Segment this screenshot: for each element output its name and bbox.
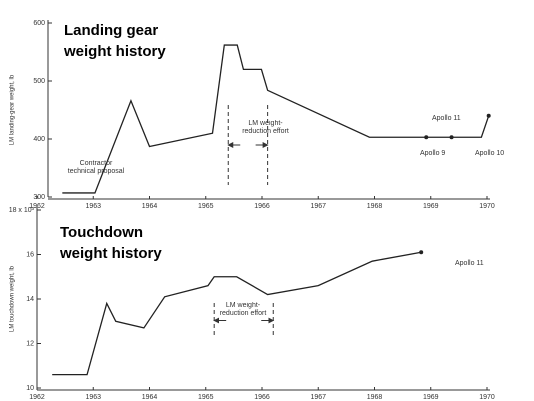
x-tick-label: 1966 (254, 394, 270, 401)
y-tick-label: 12 (26, 340, 34, 347)
annotation: Apollo 9 (420, 150, 445, 157)
y-tick-label: 600 (33, 20, 45, 27)
x-tick-label: 1968 (367, 394, 383, 401)
annotation: LM weight-reduction effort (242, 120, 289, 135)
x-tick-label: 1965 (198, 203, 214, 210)
x-tick-label: 1964 (142, 394, 158, 401)
chart-title: Landing gear weight history (64, 22, 166, 60)
annotation-box: Contractor technical proposal (67, 160, 125, 175)
x-tick-label: 1968 (367, 203, 383, 210)
annotation: LM weight-reduction effort (219, 302, 267, 317)
chart-title: Touchdown weight history (60, 224, 162, 262)
annotation: Contractor technical proposal (67, 160, 125, 175)
y-tick-label: 18 x 10³ (9, 207, 35, 214)
y-tick-label: 500 (33, 78, 45, 85)
y-tick-label: 300 (33, 194, 45, 201)
annotation: Apollo 11 (455, 260, 484, 267)
y-tick-label: 400 (33, 136, 45, 143)
x-tick-label: 1967 (310, 394, 326, 401)
x-tick-label: 1962 (29, 203, 45, 210)
annotation-box: LM weight-reduction effort (242, 120, 289, 135)
point (486, 113, 491, 118)
y-tick-label: 14 (26, 296, 34, 303)
x-tick-label: 1964 (142, 203, 158, 210)
line (52, 251, 422, 376)
y-tick-label: 16 (26, 251, 34, 258)
x-tick-label: 1963 (85, 394, 101, 401)
point (449, 135, 454, 140)
x-tick-label: 1967 (310, 203, 326, 210)
x-tick-label: 1962 (29, 394, 45, 401)
x-tick-label: 1965 (198, 394, 214, 401)
point (419, 250, 424, 255)
annotation: Apollo 11 (432, 115, 461, 122)
annotation: Apollo 10 (475, 150, 504, 157)
x-tick-label: 1966 (254, 203, 270, 210)
y-axis-label: LM touchdown weight, lb (10, 265, 16, 332)
y-tick-label: 10 (26, 385, 34, 392)
x-tick-label: 1970 (479, 203, 495, 210)
x-tick-label: 1969 (423, 203, 439, 210)
point (424, 135, 429, 140)
x-tick-label: 1970 (479, 394, 495, 401)
line (62, 44, 490, 194)
y-axis-label: LM landing-gear weight, lb (10, 74, 16, 145)
annotation-box: LM weight-reduction effort (219, 302, 267, 317)
x-tick-label: 1969 (423, 394, 439, 401)
x-tick-label: 1963 (85, 203, 101, 210)
